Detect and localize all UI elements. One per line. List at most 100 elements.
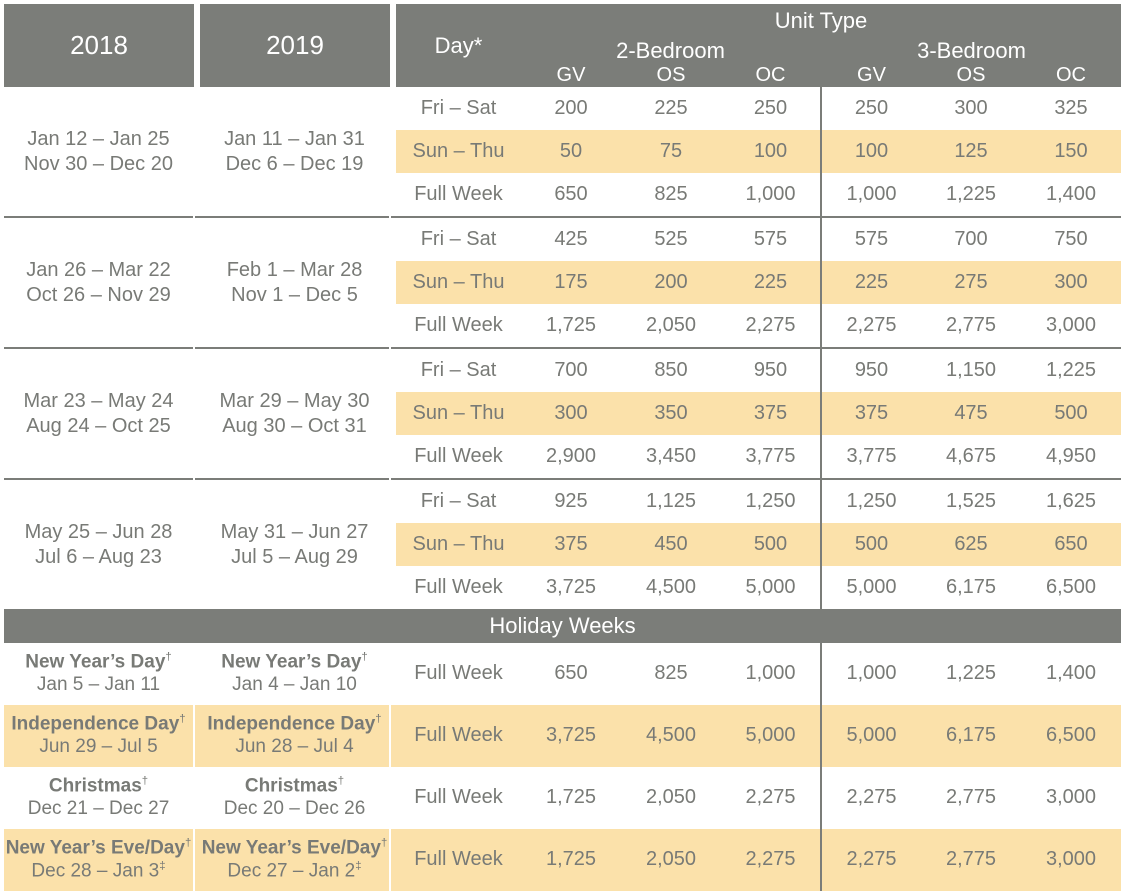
points-value: 475 (921, 392, 1021, 435)
points-value: 1,000 (821, 173, 921, 217)
points-value: 2,275 (721, 304, 821, 348)
points-value: 700 (921, 217, 1021, 261)
header-row-1: 2018 2019 Day* Unit Type (4, 4, 1121, 38)
holiday-dates: New Year’s Eve/Day†Dec 27 – Jan 2‡ (200, 829, 390, 891)
holiday-weeks-header: Holiday Weeks (4, 609, 1121, 643)
points-value: 2,775 (921, 304, 1021, 348)
points-value: 5,000 (821, 705, 921, 767)
holiday-dates: Christmas†Dec 21 – Dec 27 (4, 767, 194, 829)
points-value: 150 (1021, 130, 1121, 173)
holiday-dates: New Year’s Day†Jan 4 – Jan 10 (200, 643, 390, 705)
points-value: 1,225 (1021, 348, 1121, 392)
points-value: 500 (721, 523, 821, 566)
day-label: Fri – Sat (396, 217, 521, 261)
dates-2018: Jan 12 – Jan 25Nov 30 – Dec 20 (4, 87, 194, 217)
day-label: Sun – Thu (396, 130, 521, 173)
holiday-row: New Year’s Day†Jan 5 – Jan 11New Year’s … (4, 643, 1121, 705)
points-value: 2,275 (721, 829, 821, 891)
points-value: 1,400 (1021, 643, 1121, 705)
points-value: 3,000 (1021, 829, 1121, 891)
header-sub-oc-2: OC (1021, 64, 1121, 87)
holiday-dates: New Year’s Eve/Day†Dec 28 – Jan 3‡ (4, 829, 194, 891)
points-value: 1,225 (921, 643, 1021, 705)
header-sub-gv-1: GV (521, 64, 621, 87)
points-value: 950 (821, 348, 921, 392)
day-label: Sun – Thu (396, 261, 521, 304)
points-value: 4,950 (1021, 435, 1121, 479)
points-value: 950 (721, 348, 821, 392)
holiday-dates: Independence Day†Jun 28 – Jul 4 (200, 705, 390, 767)
points-value: 6,500 (1021, 705, 1121, 767)
points-value: 2,050 (621, 767, 721, 829)
points-value: 100 (821, 130, 921, 173)
points-value: 1,525 (921, 479, 1021, 523)
points-value: 2,275 (721, 767, 821, 829)
header-day: Day* (396, 4, 521, 87)
points-value: 3,000 (1021, 767, 1121, 829)
points-value: 125 (921, 130, 1021, 173)
points-value: 100 (721, 130, 821, 173)
points-value: 1,625 (1021, 479, 1121, 523)
points-value: 425 (521, 217, 621, 261)
points-value: 225 (821, 261, 921, 304)
points-value: 4,500 (621, 566, 721, 609)
points-value: 4,500 (621, 705, 721, 767)
points-value: 500 (1021, 392, 1121, 435)
points-value: 650 (521, 173, 621, 217)
points-value: 2,775 (921, 767, 1021, 829)
season-row: Jan 26 – Mar 22Oct 26 – Nov 29Feb 1 – Ma… (4, 217, 1121, 261)
points-value: 650 (521, 643, 621, 705)
header-sub-os-1: OS (621, 64, 721, 87)
points-value: 3,450 (621, 435, 721, 479)
holiday-row: Independence Day†Jun 29 – Jul 5Independe… (4, 705, 1121, 767)
dates-2018: Jan 26 – Mar 22Oct 26 – Nov 29 (4, 217, 194, 348)
points-value: 300 (1021, 261, 1121, 304)
dates-2019: Jan 11 – Jan 31Dec 6 – Dec 19 (200, 87, 390, 217)
day-label: Full Week (396, 304, 521, 348)
day-label: Fri – Sat (396, 348, 521, 392)
points-value: 825 (621, 643, 721, 705)
points-chart-table: 2018 2019 Day* Unit Type 2-Bedroom 3-Bed… (4, 4, 1121, 891)
day-label: Full Week (396, 435, 521, 479)
points-value: 6,175 (921, 705, 1021, 767)
points-value: 50 (521, 130, 621, 173)
points-value: 925 (521, 479, 621, 523)
holiday-dates: Independence Day†Jun 29 – Jul 5 (4, 705, 194, 767)
points-value: 450 (621, 523, 721, 566)
holiday-dates: Christmas†Dec 20 – Dec 26 (200, 767, 390, 829)
points-value: 1,000 (721, 643, 821, 705)
header-year-2019: 2019 (200, 4, 390, 87)
points-value: 3,775 (821, 435, 921, 479)
points-value: 850 (621, 348, 721, 392)
points-value: 325 (1021, 87, 1121, 130)
points-value: 1,725 (521, 829, 621, 891)
points-value: 1,000 (721, 173, 821, 217)
points-value: 5,000 (821, 566, 921, 609)
points-value: 2,900 (521, 435, 621, 479)
dates-2019: Feb 1 – Mar 28Nov 1 – Dec 5 (200, 217, 390, 348)
points-value: 225 (621, 87, 721, 130)
points-value: 300 (521, 392, 621, 435)
points-value: 275 (921, 261, 1021, 304)
day-label: Sun – Thu (396, 523, 521, 566)
header-unit-type: Unit Type (521, 4, 1121, 38)
points-value: 500 (821, 523, 921, 566)
points-value: 6,500 (1021, 566, 1121, 609)
holiday-dates: New Year’s Day†Jan 5 – Jan 11 (4, 643, 194, 705)
points-value: 1,000 (821, 643, 921, 705)
points-value: 6,175 (921, 566, 1021, 609)
points-value: 1,400 (1021, 173, 1121, 217)
points-value: 375 (821, 392, 921, 435)
points-value: 2,775 (921, 829, 1021, 891)
points-value: 75 (621, 130, 721, 173)
dates-2019: Mar 29 – May 30Aug 30 – Oct 31 (200, 348, 390, 479)
points-value: 375 (521, 523, 621, 566)
day-label: Full Week (396, 767, 521, 829)
points-value: 2,050 (621, 304, 721, 348)
day-label: Sun – Thu (396, 392, 521, 435)
points-value: 575 (821, 217, 921, 261)
points-value: 225 (721, 261, 821, 304)
points-value: 4,675 (921, 435, 1021, 479)
season-row: May 25 – Jun 28Jul 6 – Aug 23May 31 – Ju… (4, 479, 1121, 523)
points-value: 1,150 (921, 348, 1021, 392)
